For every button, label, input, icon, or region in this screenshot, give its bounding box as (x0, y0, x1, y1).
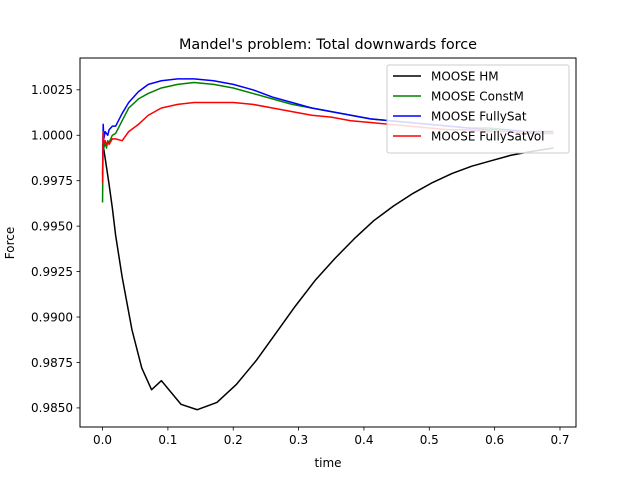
x-tick-label: 0.2 (224, 433, 243, 447)
plot-frame (79, 57, 577, 428)
legend-label-3: MOOSE FullySatVol (431, 129, 545, 143)
y-axis: 0.9850 0.9875 0.9900 0.9925 0.9950 0.9975 1.00… (31, 83, 80, 415)
x-tick-label: 0.1 (158, 433, 177, 447)
x-tick-label: 0.0 (93, 433, 112, 447)
legend-box (386, 64, 570, 154)
x-tick-label: 0.4 (354, 433, 373, 447)
x-tick-label: 0.3 (289, 433, 308, 447)
plot-lines (101, 78, 554, 411)
x-tick-label: 0.7 (550, 433, 569, 447)
y-tick-label: 0.9925 (31, 265, 73, 279)
y-tick-label: 0.9875 (31, 356, 73, 370)
legend: MOOSE HM MOOSE ConstM MOOSE FullySat MOOSE … (386, 64, 570, 154)
y-tick-label: 0.9950 (31, 219, 73, 233)
legend-label-2: MOOSE FullySat (431, 109, 527, 123)
x-tick-label: 0.6 (485, 433, 504, 447)
x-axis-label: time (314, 456, 341, 470)
chart-title: Mandel's problem: Total downwards force (179, 37, 477, 53)
y-tick-label: 1.0025 (31, 83, 73, 97)
y-axis-label: Force (3, 227, 17, 259)
x-axis: 0.0 0.1 0.2 0.3 0.4 0.5 0.6 0.7 (93, 427, 570, 447)
y-tick-label: 0.9975 (31, 174, 73, 188)
y-tick-label: 0.9900 (31, 310, 73, 324)
series-line-0 (101, 144, 554, 411)
x-tick-label: 0.5 (420, 433, 439, 447)
legend-label-0: MOOSE HM (431, 69, 499, 83)
legend-label-1: MOOSE ConstM (431, 89, 524, 103)
y-tick-label: 0.9850 (31, 401, 73, 415)
y-tick-label: 1.0000 (31, 129, 73, 143)
